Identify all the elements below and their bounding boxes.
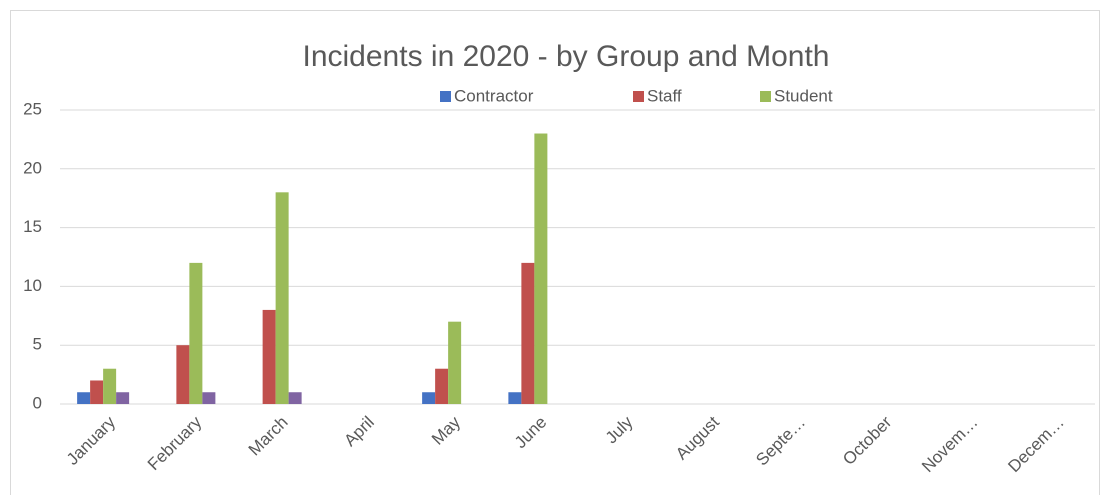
legend-swatch bbox=[633, 91, 644, 102]
y-tick-label: 0 bbox=[33, 393, 42, 412]
bar bbox=[521, 262, 535, 404]
bar bbox=[77, 392, 91, 404]
bar bbox=[189, 262, 203, 404]
legend-swatch bbox=[760, 91, 771, 102]
bar bbox=[288, 392, 302, 404]
bar bbox=[534, 133, 548, 404]
legend-label: Staff bbox=[647, 86, 682, 105]
bar bbox=[90, 380, 104, 404]
legend-label: Contractor bbox=[454, 86, 534, 105]
bar bbox=[103, 368, 117, 404]
y-tick-label: 5 bbox=[33, 335, 42, 354]
bar bbox=[116, 392, 130, 404]
bar bbox=[262, 309, 276, 404]
chart-title: Incidents in 2020 - by Group and Month bbox=[303, 40, 830, 73]
legend-label: Student bbox=[774, 86, 833, 105]
y-tick-label: 25 bbox=[23, 99, 42, 118]
bar bbox=[176, 345, 190, 404]
y-tick-label: 20 bbox=[23, 158, 42, 177]
y-tick-label: 10 bbox=[23, 276, 42, 295]
bar bbox=[275, 192, 289, 404]
bar bbox=[202, 392, 216, 404]
y-tick-label: 15 bbox=[23, 217, 42, 236]
bar bbox=[435, 368, 449, 404]
legend-swatch bbox=[440, 91, 451, 102]
bar bbox=[508, 392, 522, 404]
bar bbox=[448, 321, 462, 404]
bar bbox=[422, 392, 436, 404]
chart-frame bbox=[10, 10, 1100, 495]
